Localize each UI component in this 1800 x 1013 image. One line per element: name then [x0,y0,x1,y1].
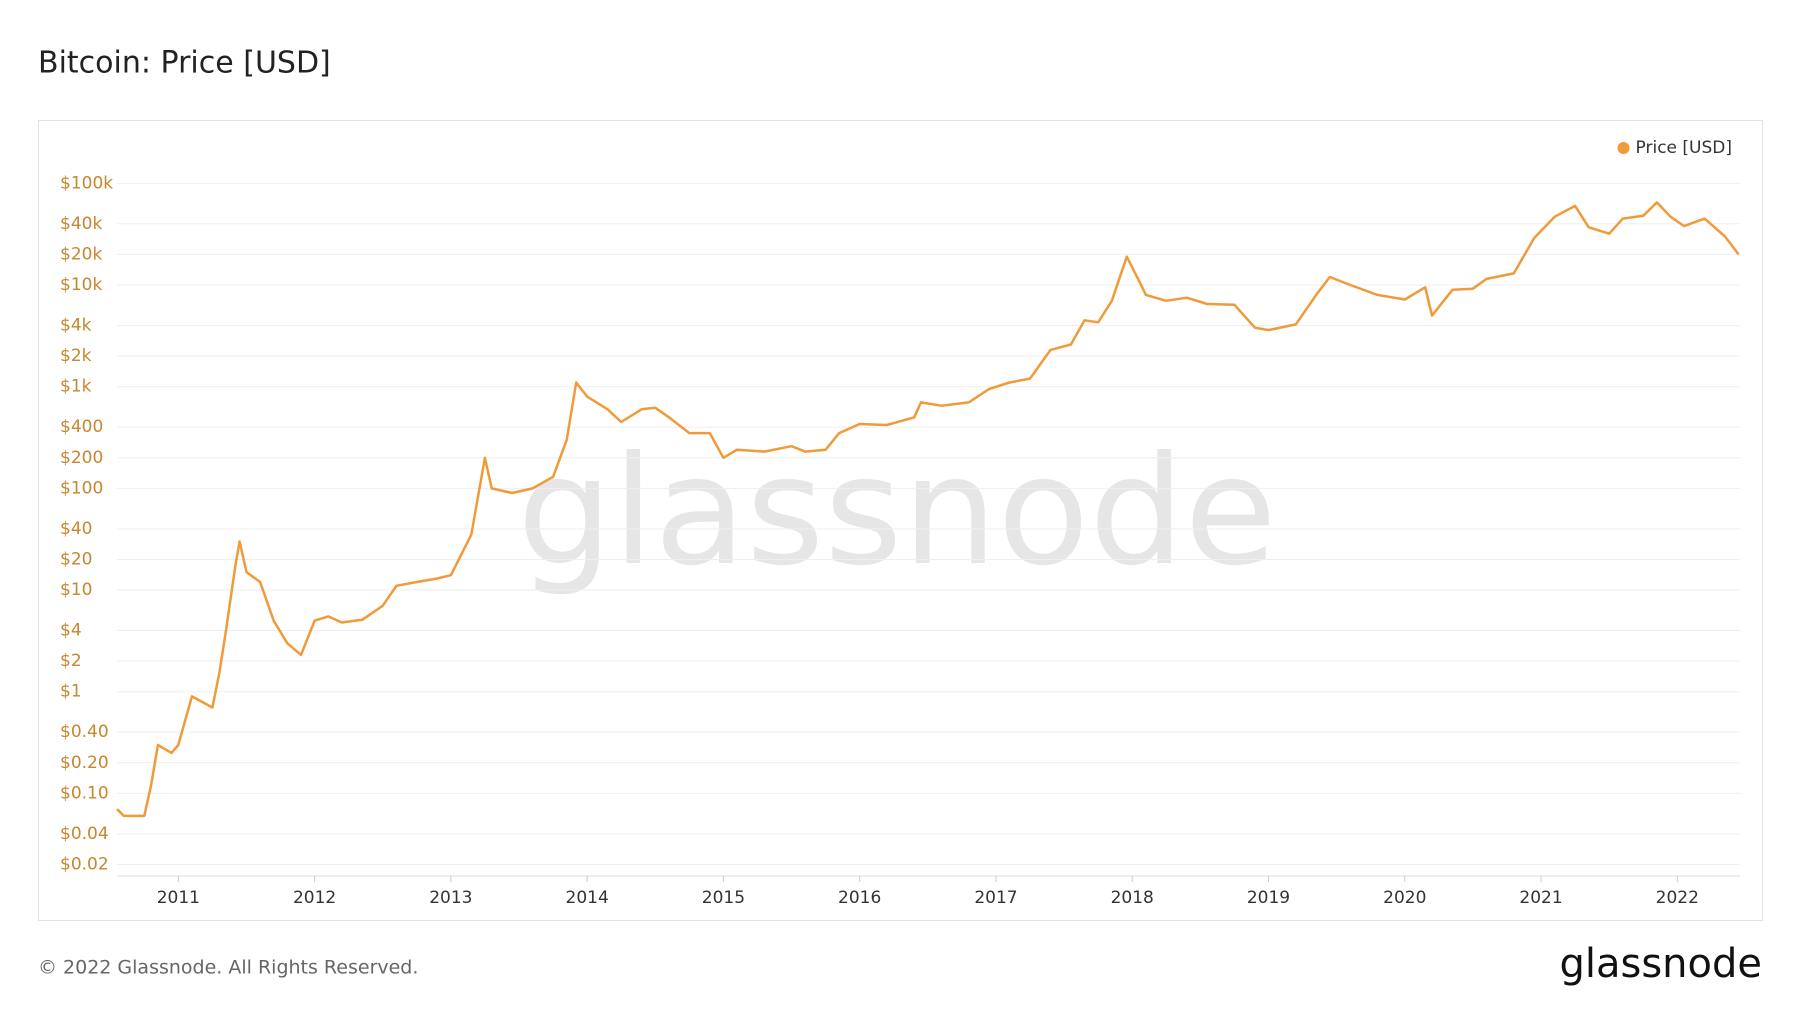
legend-label: Price [USD] [1636,138,1732,158]
logo: glassnode [1559,941,1762,987]
y-tick-label: $10k [60,275,102,295]
y-tick-label: $20 [60,549,92,569]
y-tick-label: $40k [60,214,102,234]
chart-frame [38,120,1763,921]
x-tick-label: 2016 [838,888,881,908]
y-tick-label: $100 [60,478,103,498]
footer: © 2022 Glassnode. All Rights Reserved. [38,957,418,979]
y-tick-label: $4k [60,315,92,335]
x-tick-label: 2021 [1519,888,1562,908]
legend-marker [1617,142,1630,154]
y-tick-label: $200 [60,448,103,468]
x-tick-label: 2015 [702,888,745,908]
price-line [116,201,1740,818]
y-tick-label: $0.04 [60,824,109,844]
y-tick-label: $1 [60,682,82,702]
y-tick-label: $0.02 [60,854,109,874]
y-tick-label: $1k [60,377,92,397]
y-tick-label: $400 [60,417,103,437]
y-tick-label: $2 [60,651,82,671]
watermark: glassnode [517,425,1276,599]
x-tick-label: 2012 [293,888,336,908]
x-tick-label: 2011 [157,888,200,908]
y-tick-label: $100k [60,173,113,193]
y-tick-label: $10 [60,580,92,600]
y-tick-label: $40 [60,519,92,539]
chart-title: Bitcoin: Price [USD] [38,46,331,81]
x-tick-label: 2020 [1383,888,1426,908]
x-tick-label: 2019 [1247,888,1290,908]
y-tick-label: $4 [60,621,82,641]
y-tick-label: $0.40 [60,722,109,742]
y-tick-label: $2k [60,346,92,366]
y-tick-label: $20k [60,244,102,264]
y-tick-label: $0.20 [60,753,109,773]
x-tick-label: 2018 [1111,888,1154,908]
x-tick-label: 2013 [429,888,472,908]
x-tick-label: 2017 [974,888,1017,908]
x-tick-label: 2022 [1656,888,1699,908]
x-tick-label: 2014 [566,888,609,908]
y-tick-label: $0.10 [60,783,109,803]
